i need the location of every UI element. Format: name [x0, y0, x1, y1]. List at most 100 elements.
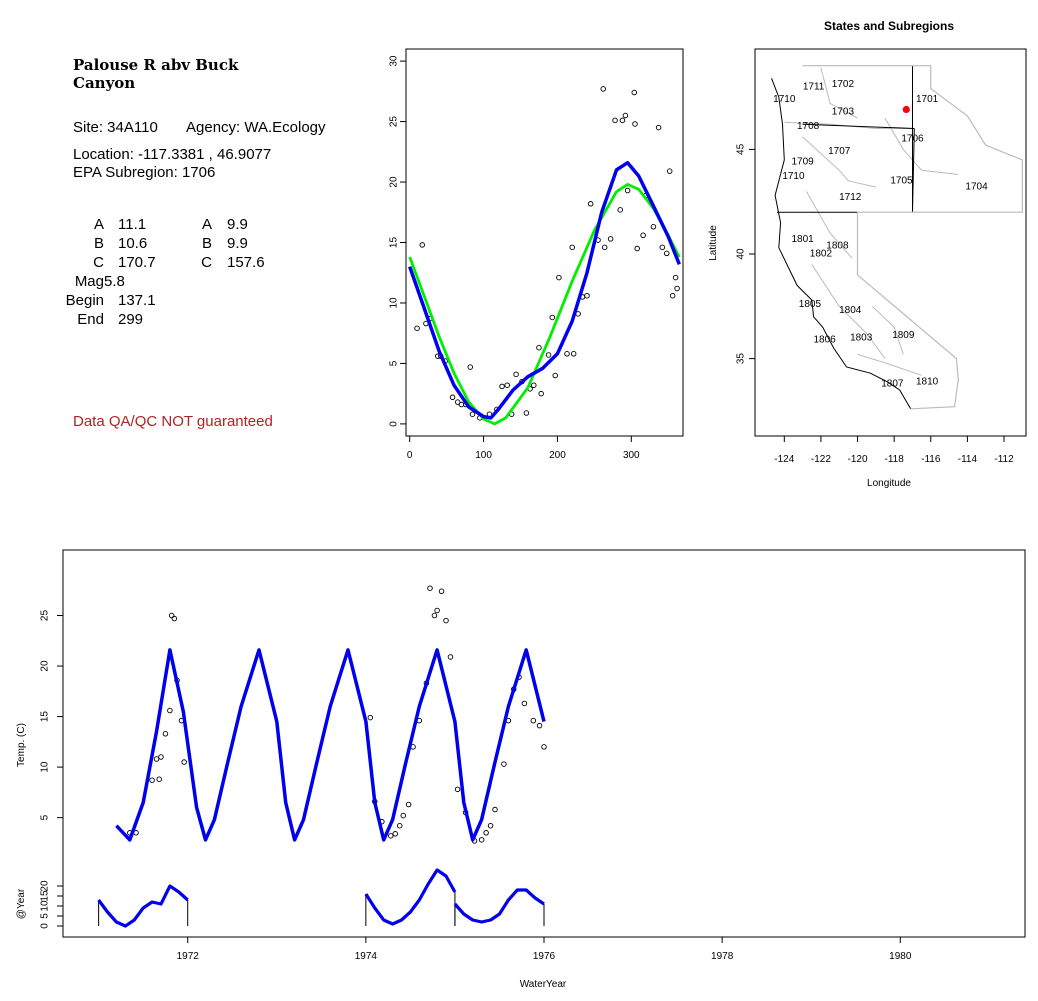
annual-point: [659, 244, 666, 251]
annual-plot-frame: [405, 48, 684, 437]
ts-ytick-year-label: 0: [40, 923, 51, 929]
param-label-a: A: [93, 216, 104, 233]
annual-point: [414, 325, 420, 332]
ts-xtick-label: 1972: [177, 951, 200, 962]
ts-point: [483, 830, 489, 836]
ts-ytick-year-label: 20: [40, 880, 51, 892]
annual-point: [531, 382, 537, 388]
subregion-label: 1704: [965, 182, 988, 193]
ts-point: [501, 761, 507, 767]
param-value-mag: 5.8: [104, 273, 125, 290]
location: Location: -117.3381 , 46.9077: [73, 146, 272, 163]
annual-point: [634, 245, 640, 252]
ts-point: [521, 700, 528, 707]
ts-point: [367, 714, 374, 721]
ts-ytick-year-label: 5: [40, 913, 51, 919]
annual-point: [454, 399, 461, 405]
annual-ytick-label: 5: [389, 360, 400, 366]
coastline: [771, 78, 912, 410]
annual-point: [513, 371, 519, 378]
year-curve: [364, 868, 457, 926]
ts-xtick-label: 1978: [711, 951, 734, 962]
annual-point: [556, 274, 562, 281]
param-value-b: 10.6: [118, 235, 148, 252]
annual-point: [545, 352, 552, 358]
param-label-mag: Mag: [74, 273, 104, 290]
site-name-line2: Canyon: [73, 74, 136, 92]
ts-point: [396, 822, 403, 829]
param-label-b: B: [93, 235, 104, 252]
annual-point: [672, 274, 679, 281]
subregion-line: [857, 353, 922, 376]
timeseries-ylabel-year: @Year: [16, 888, 27, 919]
annual-point: [419, 242, 426, 248]
ts-fit-line: [115, 648, 546, 842]
timeseries-xlabel: WaterYear: [520, 979, 567, 990]
annual-point: [570, 351, 577, 357]
annual-point: [549, 314, 556, 321]
map-title: States and Subregions: [824, 19, 954, 33]
year-curve: [453, 888, 545, 924]
map-frame: [754, 48, 1027, 437]
annual-point: [569, 244, 575, 251]
ts-point: [427, 585, 433, 591]
subregion-line: [811, 264, 886, 359]
annual-ytick-label: 20: [389, 176, 400, 188]
subregion-line: [802, 136, 877, 188]
ts-point: [487, 822, 494, 829]
map-chart: -124 -122 -120 -118 -116 -114 -112 35 40 45 1702 17…: [736, 65, 1023, 465]
map-ytick-label: 40: [736, 248, 747, 260]
ts-point: [167, 707, 173, 714]
map-xtick-label: -114: [958, 454, 978, 465]
annual-point: [617, 207, 623, 213]
annual-ytick-label: 10: [389, 297, 400, 309]
annual-point: [674, 285, 680, 292]
ts-point: [388, 833, 394, 839]
subregion-label: 1701: [916, 94, 939, 105]
ts-ytick-year-label: 10: [40, 900, 51, 912]
param-label-begin: Begin: [65, 292, 104, 309]
ts-point: [438, 588, 445, 595]
annual-point: [624, 187, 631, 194]
param-value-begin: 137.1: [118, 292, 156, 309]
subregion-label: 1801: [791, 234, 814, 245]
map-xtick-label: -120: [848, 454, 868, 465]
annual-point: [587, 201, 594, 207]
map-ytick-label: 45: [736, 143, 747, 155]
ts-point: [405, 801, 412, 808]
annual-fit-line: [408, 183, 681, 426]
ts-ytick-label: 5: [40, 814, 51, 820]
timeseries-ylabel: Temp. (C): [16, 723, 27, 767]
site-marker: [902, 105, 910, 114]
map-ytick-label: 35: [736, 353, 747, 365]
subregion: EPA Subregion: 1706: [73, 164, 216, 181]
param2-label-a: A: [201, 216, 212, 233]
qa-warning: Data QA/QC NOT guaranteed: [73, 413, 273, 430]
ts-point: [400, 812, 407, 819]
param-value-c: 170.7: [118, 254, 156, 271]
site-id: Site: 34A110: [73, 119, 158, 136]
ts-point: [541, 744, 547, 750]
param-value-a: 11.1: [118, 216, 147, 233]
map-xtick-label: -124: [774, 454, 794, 465]
annual-point: [504, 382, 510, 388]
map-xtick-label: -112: [994, 454, 1014, 465]
ts-point: [530, 717, 537, 724]
annual-point: [666, 168, 673, 174]
timeseries-frame: [62, 549, 1026, 938]
subregion-label: 1803: [850, 332, 873, 343]
annual-ytick-label: 0: [389, 421, 400, 427]
annual-point: [655, 124, 662, 131]
annual-point: [622, 112, 629, 119]
ts-point: [181, 759, 187, 765]
annual-point: [536, 344, 542, 351]
ts-point: [153, 756, 160, 762]
annual-chart: 0 100 200 300 0 5 10 15 20 25 30: [389, 55, 681, 461]
map-xlabel: Longitude: [867, 478, 911, 489]
site-title: Palouse R abv Buck Canyon: [73, 56, 238, 92]
year-curve: [97, 884, 189, 928]
region-boundary: [802, 65, 1023, 410]
annual-point: [601, 244, 608, 251]
